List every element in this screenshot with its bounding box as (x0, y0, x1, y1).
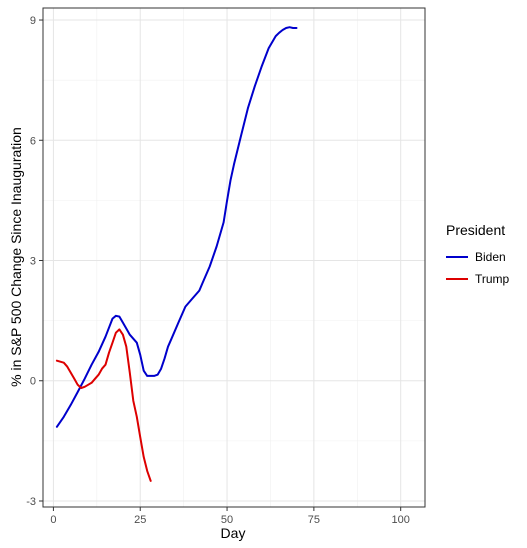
y-tick-label: 9 (30, 15, 36, 27)
x-axis-title: Day (221, 525, 246, 541)
series-line-trump (55, 328, 152, 482)
y-tick-label: 3 (30, 256, 36, 268)
y-tick-label: 6 (30, 135, 36, 147)
x-tick-label: 25 (134, 514, 146, 526)
series-lines (55, 26, 298, 482)
legend-entries: Biden Trump (446, 250, 510, 286)
legend-title: President (446, 222, 505, 238)
x-tick-label: 0 (50, 514, 56, 526)
x-tick-label: 50 (221, 514, 233, 526)
legend-label-trump: Trump (475, 272, 510, 286)
grid (43, 8, 425, 507)
axes: 0 25 50 75 100 -3 0 3 6 9 (26, 15, 410, 526)
legend-label-biden: Biden (475, 250, 506, 264)
x-tick-label: 100 (392, 514, 410, 526)
y-axis-title: % in S&P 500 Change Since Inauguration (8, 127, 24, 387)
x-tick-label: 75 (308, 514, 320, 526)
series-line-biden (55, 26, 298, 428)
y-tick-label: -3 (26, 496, 36, 508)
legend: President Biden Trump (446, 222, 510, 286)
y-tick-label: 0 (30, 376, 36, 388)
plot-panel-border (42, 7, 426, 508)
